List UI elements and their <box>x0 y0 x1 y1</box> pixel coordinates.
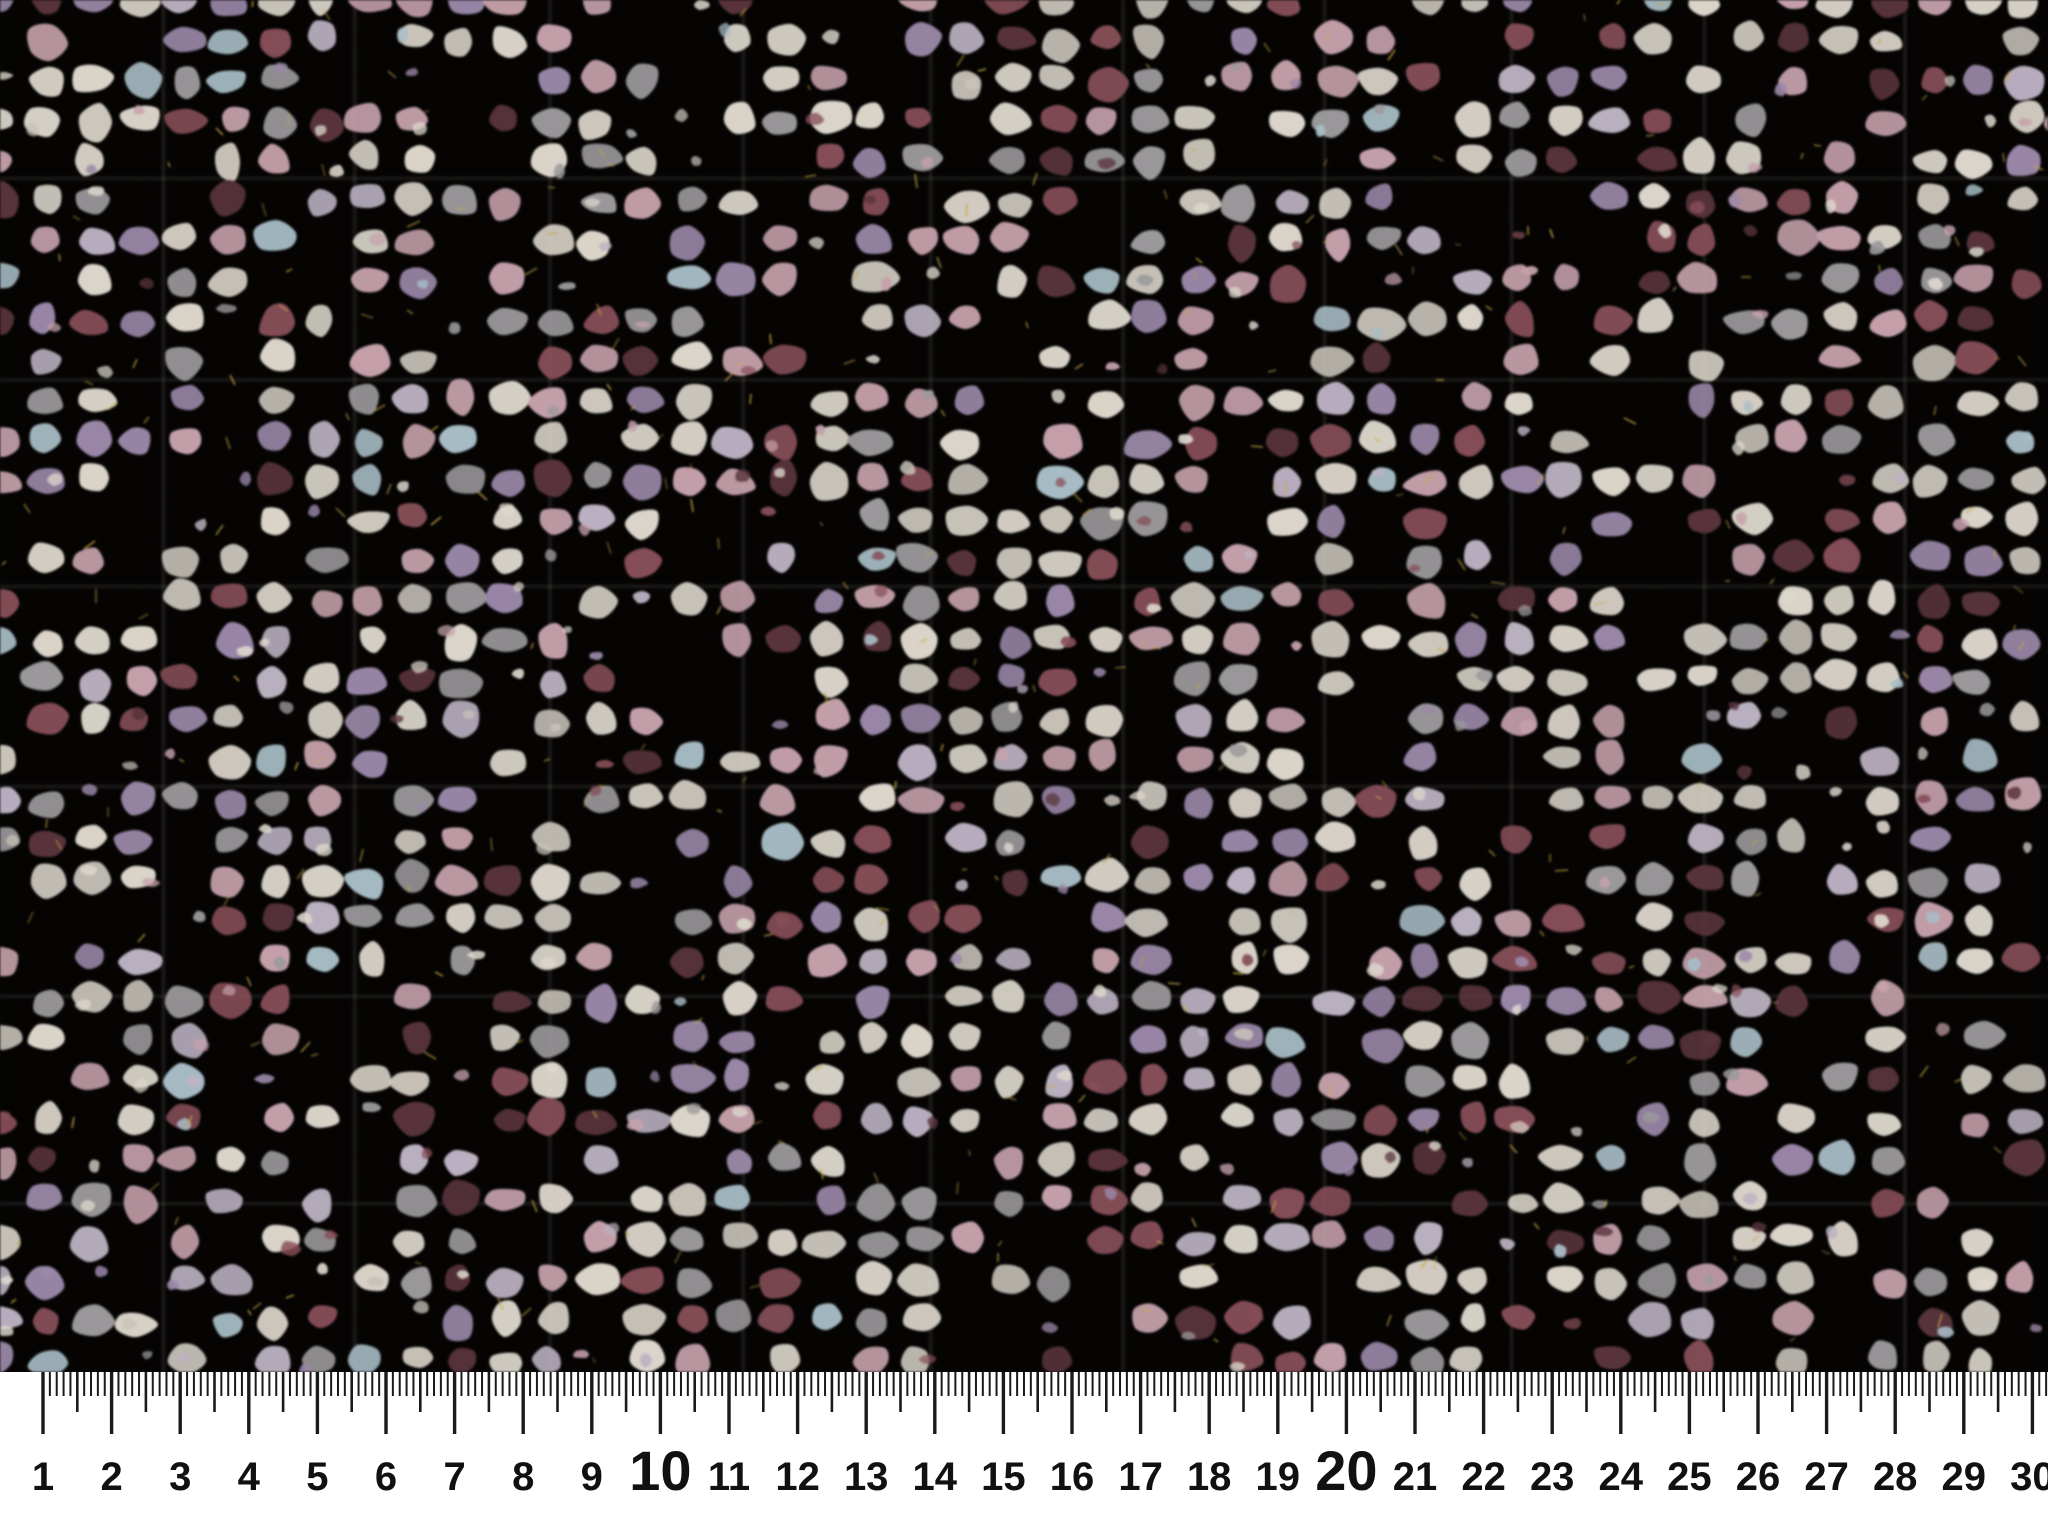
svg-text:4: 4 <box>238 1455 261 1499</box>
svg-text:2: 2 <box>100 1455 122 1499</box>
svg-text:29: 29 <box>1942 1455 1987 1499</box>
svg-text:8: 8 <box>512 1455 534 1499</box>
svg-text:20: 20 <box>1315 1439 1377 1502</box>
svg-text:9: 9 <box>581 1455 603 1499</box>
svg-text:10: 10 <box>629 1439 691 1502</box>
svg-text:17: 17 <box>1118 1455 1163 1499</box>
svg-text:5: 5 <box>306 1455 328 1499</box>
svg-text:27: 27 <box>1804 1455 1849 1499</box>
svg-text:16: 16 <box>1050 1455 1095 1499</box>
svg-text:19: 19 <box>1256 1455 1301 1499</box>
svg-text:15: 15 <box>981 1455 1026 1499</box>
svg-text:13: 13 <box>844 1455 889 1499</box>
svg-text:12: 12 <box>775 1455 820 1499</box>
svg-text:23: 23 <box>1530 1455 1575 1499</box>
svg-text:7: 7 <box>443 1455 465 1499</box>
svg-text:1: 1 <box>32 1455 54 1499</box>
svg-text:28: 28 <box>1873 1455 1918 1499</box>
svg-text:30: 30 <box>2010 1455 2048 1499</box>
svg-text:22: 22 <box>1461 1455 1506 1499</box>
svg-text:26: 26 <box>1736 1455 1781 1499</box>
svg-text:6: 6 <box>375 1455 397 1499</box>
svg-text:11: 11 <box>708 1455 750 1499</box>
svg-text:24: 24 <box>1599 1455 1644 1499</box>
svg-text:3: 3 <box>169 1455 191 1499</box>
svg-text:18: 18 <box>1187 1455 1232 1499</box>
svg-text:21: 21 <box>1393 1455 1438 1499</box>
svg-text:14: 14 <box>913 1455 958 1499</box>
svg-text:25: 25 <box>1667 1455 1712 1499</box>
